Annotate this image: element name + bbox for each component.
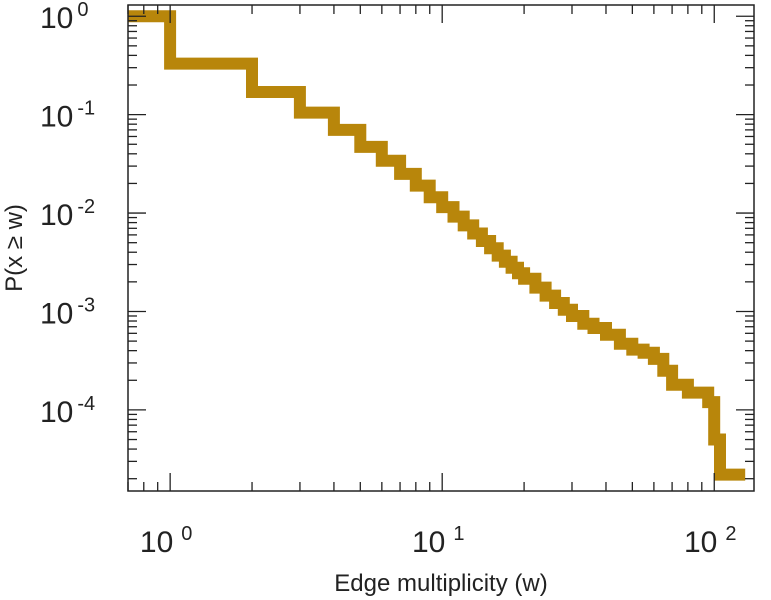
series-layer [128, 10, 746, 481]
ticks-layer [127, 5, 754, 491]
y-tick-label: 10 -4 [40, 393, 95, 429]
x-tick-label: 10 0 [140, 523, 193, 559]
y-tick-label: 10 -1 [40, 98, 95, 134]
series-line-0 [128, 10, 746, 481]
y-axis-title: P(x ≥ w) [1, 204, 28, 292]
labels-layer: 10 0 10 1 10 2 10 0 10 -1 10 -2 10 -3 10 -4 [40, 0, 736, 559]
plot-frame [127, 4, 755, 492]
y-tick-label: 10 -3 [40, 294, 95, 330]
x-axis-title: Edge multiplicity (w) [334, 570, 547, 597]
x-tick-label: 10 1 [412, 523, 465, 559]
y-tick-label: 10 0 [40, 0, 89, 35]
y-tick-label: 10 -2 [40, 196, 95, 232]
x-tick-label: 10 2 [684, 523, 737, 559]
